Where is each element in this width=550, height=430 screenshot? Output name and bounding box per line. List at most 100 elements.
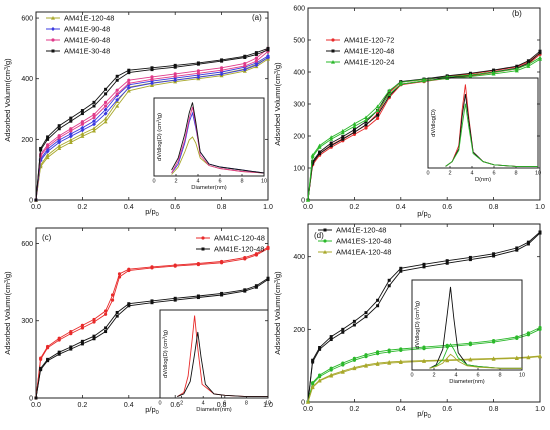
inset-x-tick-label: 2 (432, 373, 435, 379)
inset-x-axis-title: Diameter(nm) (449, 379, 484, 385)
data-point (46, 143, 50, 147)
y-tick-label: 400 (21, 76, 33, 83)
data-point (115, 97, 120, 102)
panel-label: (b) (512, 9, 522, 18)
data-point (538, 51, 542, 55)
data-point (306, 198, 310, 202)
inset-series-AM41EA-120-48 (429, 353, 522, 369)
data-point (34, 396, 38, 400)
desorption-line (307, 50, 541, 201)
data-point (515, 246, 519, 250)
x-tick-label: 1.0 (535, 406, 545, 413)
adsorption-line (35, 279, 269, 399)
x-tick-label: 0.6 (442, 204, 452, 211)
adsorption-line (35, 49, 269, 201)
data-point (69, 116, 73, 120)
legend-entry: AM41E-120-72 (344, 36, 394, 45)
data-point (266, 46, 270, 50)
y-tick-label: 0 (301, 400, 305, 407)
data-point (364, 311, 368, 315)
data-point (45, 155, 50, 160)
data-point (340, 369, 345, 373)
data-point (220, 259, 224, 264)
data-point (352, 356, 356, 361)
inset-series-AM41E-120-48 (445, 94, 538, 167)
inset-x-tick-label: 6 (218, 179, 221, 185)
data-point (46, 344, 50, 349)
data-point (398, 359, 403, 363)
legend-entry: AM41E-120-48 (64, 14, 114, 23)
legend-entry: AM41E-120-48 (214, 245, 264, 254)
data-point (364, 315, 368, 319)
data-point (398, 82, 403, 86)
x-tick-label: 0.6 (170, 402, 180, 409)
data-point (173, 72, 177, 76)
y-tick-label: 200 (293, 134, 305, 141)
data-point (220, 66, 224, 70)
plot-frame (307, 7, 541, 201)
legend-entry: AM41E-30-48 (64, 47, 110, 56)
data-point (254, 284, 258, 288)
inset-series-AM41E-120-24 (445, 103, 538, 167)
data-point (39, 366, 43, 370)
data-point (317, 143, 322, 148)
data-point (422, 358, 426, 363)
inset-x-tick-label: 4 (196, 179, 199, 185)
inset-x-tick-label: 2 (448, 171, 451, 177)
data-point (80, 326, 84, 330)
series-AM41E-120-48 (34, 276, 270, 400)
data-point (173, 263, 177, 267)
panel-label: (a) (252, 13, 262, 22)
y-tick-label: 0 (301, 198, 305, 205)
data-point (92, 100, 96, 104)
data-point (492, 68, 496, 72)
data-point (57, 146, 62, 151)
data-point (117, 272, 122, 276)
data-point (173, 63, 177, 67)
x-tick-label: 1.0 (263, 402, 273, 409)
data-point (243, 288, 247, 292)
inset-x-axis-title: Diameter(nm) (196, 407, 231, 413)
inset-series-AM41C-120-48 (177, 315, 268, 398)
data-point (399, 266, 403, 270)
inset-x-tick-label: 0 (426, 171, 429, 177)
series-AM41C-120-48 (34, 245, 270, 400)
x-tick-label: 0.0 (31, 204, 41, 211)
data-point (422, 262, 426, 266)
data-point (492, 254, 496, 258)
data-point (329, 372, 334, 377)
chart-panel-2: 0.0 0.2 0.4 0.6 0.8 1.00100200300400500600p/p… (273, 6, 545, 221)
x-tick-label: 0.0 (31, 402, 41, 409)
data-point (468, 72, 473, 77)
data-point (104, 326, 108, 330)
data-point (254, 252, 258, 256)
inset-x-tick-label: 8 (245, 401, 248, 407)
data-point (39, 146, 43, 150)
data-point (352, 124, 357, 128)
data-point (538, 230, 542, 234)
data-point (110, 293, 115, 297)
data-point (80, 128, 85, 133)
legend-entry: AM41E-120-48 (336, 226, 386, 235)
legend-marker (331, 38, 335, 42)
data-point (220, 58, 224, 62)
desorption-line (307, 52, 541, 201)
data-point (329, 144, 333, 148)
inset-frame (153, 97, 265, 177)
data-point (387, 284, 391, 288)
inset-series-AM41E-120-48 (177, 331, 268, 398)
inset-frame (159, 309, 269, 399)
data-point (150, 299, 154, 303)
data-point (526, 331, 531, 335)
data-point (515, 248, 519, 252)
legend-marker (51, 49, 55, 53)
data-point (329, 335, 333, 339)
data-point (80, 342, 84, 346)
series-AM41E-30-48 (34, 46, 270, 202)
data-point (445, 343, 449, 347)
x-tick-label: 0.2 (350, 406, 360, 413)
legend-marker (51, 27, 55, 31)
series-AM41E-120-72 (306, 51, 542, 202)
series-AM41E-120-48 (306, 230, 542, 404)
data-point (526, 64, 531, 68)
